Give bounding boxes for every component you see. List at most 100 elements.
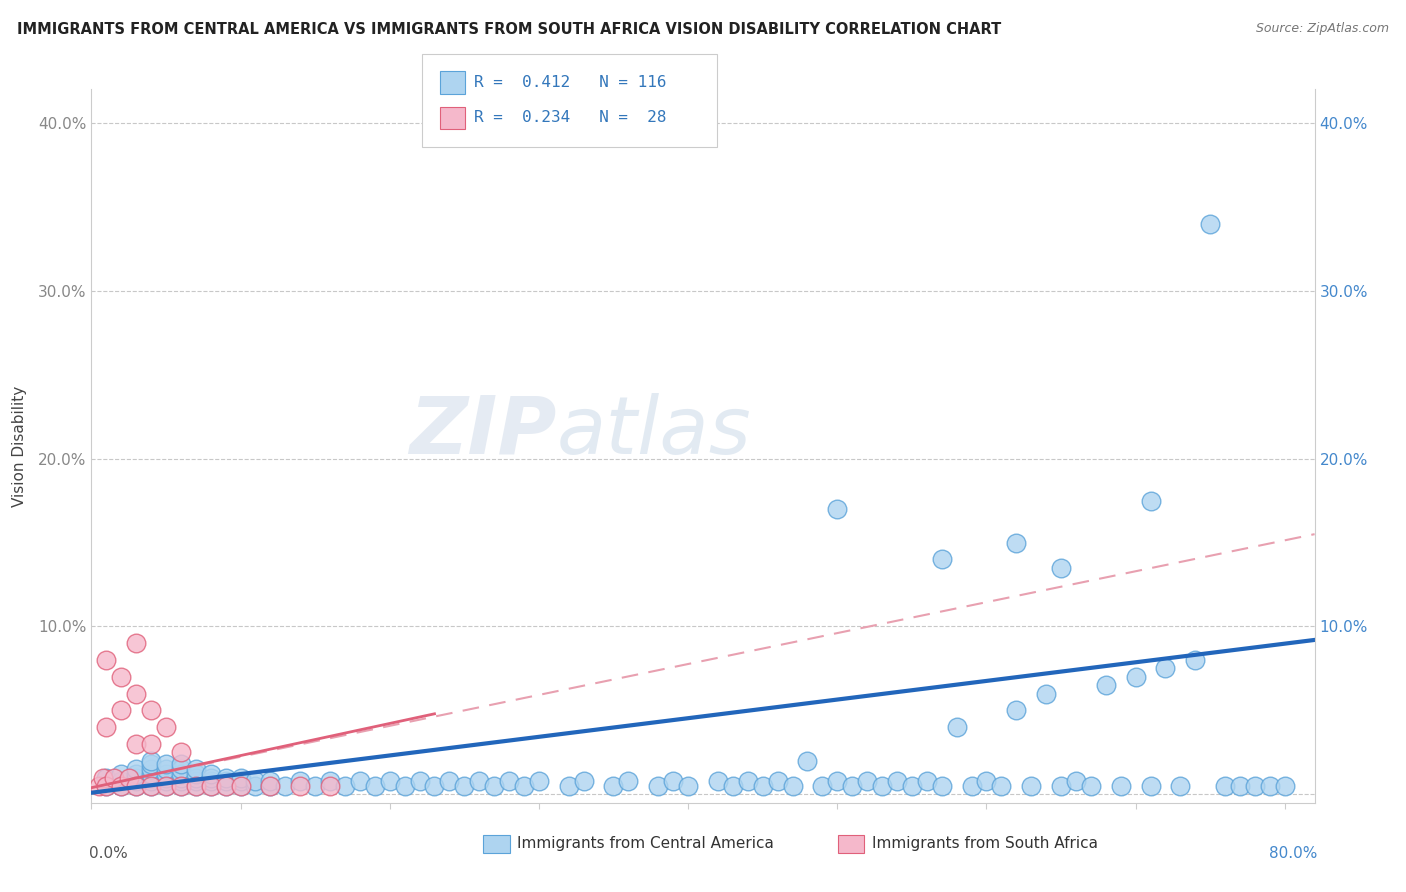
Point [751,779,773,793]
Point [139,779,162,793]
Point [707,774,730,789]
Point [662,774,685,789]
Text: ZIP: ZIP [409,392,557,471]
Point [184,762,207,776]
Point [229,774,252,789]
Point [468,774,491,789]
Point [274,779,297,793]
Point [184,767,207,781]
Point [1229,779,1251,793]
Point [1244,779,1267,793]
Point [96,771,118,785]
Point [1125,670,1147,684]
Point [170,767,193,781]
Point [945,720,967,734]
Point [184,774,207,789]
Point [214,779,236,793]
Point [125,779,148,793]
Point [1005,703,1028,717]
Point [139,779,162,793]
Point [125,636,148,650]
Point [170,779,193,793]
Point [200,771,222,785]
Point [1213,779,1236,793]
Point [513,779,536,793]
Point [304,779,326,793]
Point [214,771,236,785]
Point [200,779,222,793]
Point [245,774,267,789]
Point [110,774,132,789]
Point [110,767,132,781]
Point [110,670,132,684]
Point [155,779,177,793]
Point [125,767,148,781]
Point [170,746,193,760]
Point [155,720,177,734]
Point [870,779,893,793]
Point [647,779,669,793]
Point [1154,661,1177,675]
Point [139,762,162,776]
Point [170,774,193,789]
Point [170,779,193,793]
Point [1184,653,1206,667]
Text: Immigrants from Central America: Immigrants from Central America [517,836,773,851]
Point [290,779,312,793]
Point [527,774,550,789]
Point [1094,678,1116,692]
Point [423,779,446,793]
Text: IMMIGRANTS FROM CENTRAL AMERICA VS IMMIGRANTS FROM SOUTH AFRICA VISION DISABILIT: IMMIGRANTS FROM CENTRAL AMERICA VS IMMIG… [17,22,1001,37]
Point [170,757,193,772]
Point [602,779,624,793]
Point [394,779,416,793]
Point [319,774,342,789]
Point [155,757,177,772]
Point [1199,217,1222,231]
Point [901,779,924,793]
Point [96,779,118,793]
Point [931,552,953,566]
Point [1050,560,1073,574]
Point [1274,779,1296,793]
Point [1258,779,1281,793]
Point [931,779,953,793]
Text: R =  0.234   N =  28: R = 0.234 N = 28 [474,111,666,125]
Point [110,779,132,793]
Point [737,774,759,789]
Point [139,754,162,768]
Point [1139,779,1161,793]
Point [1019,779,1042,793]
Y-axis label: Vision Disability: Vision Disability [11,385,27,507]
Point [139,771,162,785]
Point [139,767,162,781]
Point [125,687,148,701]
Point [200,774,222,789]
Point [439,774,461,789]
Point [96,779,118,793]
Point [125,737,148,751]
Point [721,779,744,793]
Point [856,774,879,789]
Point [139,757,162,772]
Point [229,779,252,793]
Point [1005,535,1028,549]
Text: Immigrants from South Africa: Immigrants from South Africa [872,836,1098,851]
Point [333,779,356,793]
Point [155,774,177,789]
Point [453,779,475,793]
Point [290,774,312,789]
Point [408,774,430,789]
Point [91,771,114,785]
Point [825,502,848,516]
Point [572,774,595,789]
Point [960,779,983,793]
Point [498,774,520,789]
Point [184,771,207,785]
Point [676,779,699,793]
Point [110,703,132,717]
Point [96,653,118,667]
Point [96,720,118,734]
Point [184,779,207,793]
Point [782,779,804,793]
